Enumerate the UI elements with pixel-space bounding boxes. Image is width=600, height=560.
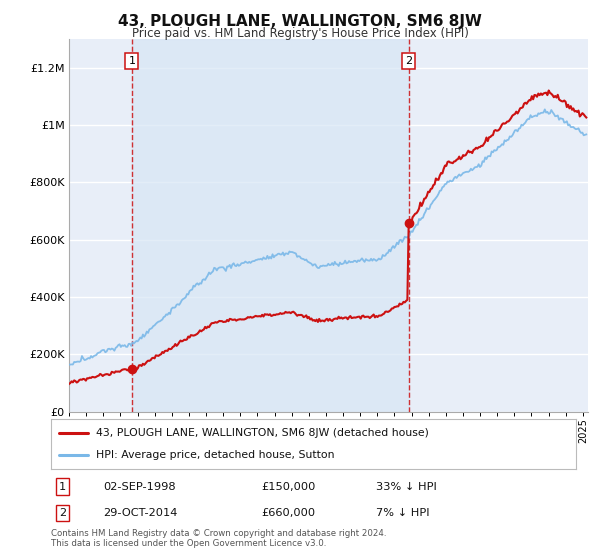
Bar bbox=[132, 39, 409, 412]
Text: This data is licensed under the Open Government Licence v3.0.: This data is licensed under the Open Gov… bbox=[51, 539, 326, 548]
Text: 33% ↓ HPI: 33% ↓ HPI bbox=[377, 482, 437, 492]
Text: 1: 1 bbox=[128, 56, 136, 66]
Text: Contains HM Land Registry data © Crown copyright and database right 2024.: Contains HM Land Registry data © Crown c… bbox=[51, 529, 386, 538]
Text: £150,000: £150,000 bbox=[261, 482, 316, 492]
Text: 2: 2 bbox=[59, 508, 66, 518]
Text: 43, PLOUGH LANE, WALLINGTON, SM6 8JW: 43, PLOUGH LANE, WALLINGTON, SM6 8JW bbox=[118, 14, 482, 29]
Text: 43, PLOUGH LANE, WALLINGTON, SM6 8JW (detached house): 43, PLOUGH LANE, WALLINGTON, SM6 8JW (de… bbox=[95, 428, 428, 438]
Text: £660,000: £660,000 bbox=[261, 508, 315, 518]
Text: 29-OCT-2014: 29-OCT-2014 bbox=[104, 508, 178, 518]
Text: 02-SEP-1998: 02-SEP-1998 bbox=[104, 482, 176, 492]
Text: 7% ↓ HPI: 7% ↓ HPI bbox=[377, 508, 430, 518]
Text: 2: 2 bbox=[405, 56, 412, 66]
Text: Price paid vs. HM Land Registry's House Price Index (HPI): Price paid vs. HM Land Registry's House … bbox=[131, 27, 469, 40]
Text: HPI: Average price, detached house, Sutton: HPI: Average price, detached house, Sutt… bbox=[95, 450, 334, 460]
Text: 1: 1 bbox=[59, 482, 66, 492]
